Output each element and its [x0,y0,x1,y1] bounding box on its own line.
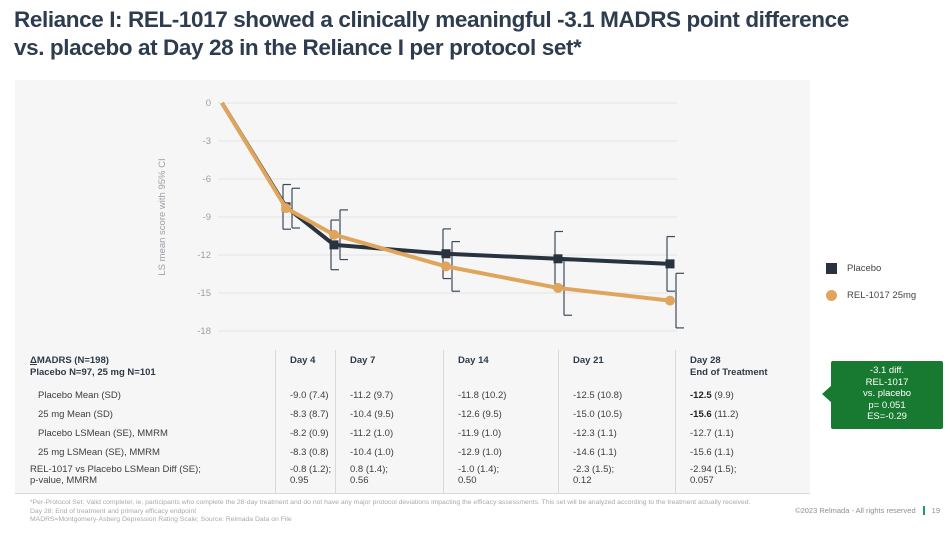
table-cell: -10.4 (1.0) [335,442,443,461]
chart-legend: Placebo REL-1017 25mg [826,263,916,301]
callout-line: -3.1 diff. [869,365,905,376]
row-label: REL-1017 vs Placebo LSMean Diff (SE); p-v… [30,464,201,486]
circle-marker-icon [329,229,339,240]
column-header: Day 4 [275,350,335,385]
footer-separator [922,506,925,515]
table-row: 25 mg Mean (SD) -8.3 (8.7) -10.4 (9.5) -12.… [30,404,795,423]
y-tick-label: 0 [206,98,211,109]
table-cell: -11.8 (10.2) [443,385,558,404]
row-label: Placebo LSMean (SE), MMRM [38,428,168,439]
circle-marker-icon [441,261,451,272]
legend-label: REL-1017 25mg [847,290,917,301]
table-cell: -0.8 (1.2); 0.95 [275,461,335,493]
row-label: 25 mg Mean (SD) [38,409,113,420]
table-cell: -8.3 (8.7) [275,404,335,423]
square-marker-icon [665,259,675,269]
table-row: Placebo LSMean (SE), MMRM -8.2 (0.9) -11.2… [30,423,795,442]
circle-swatch-icon [826,290,837,301]
table-cell: -14.6 (1.1) [558,442,675,461]
circle-marker-icon [281,203,291,214]
footnote-line: *Per-Protocol Set: Valid completer, ie, … [30,499,751,506]
result-callout: -3.1 diff. REL-1017 vs. placebo p= 0.051 ES=… [822,361,943,429]
footer: ©2023 Relmada - All rights reserved 19 [795,506,940,515]
table-cell: -2.3 (1.5); 0.12 [558,461,675,493]
table-cell: -11.2 (9.7) [335,385,443,404]
y-tick-label: -12 [197,250,211,261]
table-title: ΔMADRS (N=198) Placebo N=97, 25 mg N=101 [30,355,156,378]
table-row: REL-1017 vs Placebo LSMean Diff (SE); p-v… [30,461,795,493]
table-cell: -15.6 (1.1) [675,442,810,461]
series-placebo [220,101,675,269]
table-cell: -12.5 (9.9) [675,385,810,404]
row-label: 25 mg LSMean (SE), MMRM [38,447,160,458]
square-swatch-icon [826,263,837,274]
footnotes: *Per-Protocol Set: Valid completer, ie, … [30,499,840,525]
table-cell: -10.4 (9.5) [335,404,443,423]
footnote-line: MADRS=Montgomery-Asberg Depression Ratin… [30,516,292,524]
y-tick-label: -18 [197,326,211,337]
table-cell: -1.0 (1.4); 0.50 [443,461,558,493]
table-cell: 0.8 (1.4); 0.56 [335,461,443,493]
slide-title: Reliance I: REL-1017 showed a clinically… [14,7,849,60]
table-cell: -12.6 (9.5) [443,404,558,423]
column-header: Day 28 End of Treatment [675,350,810,385]
column-header: Day 14 [443,350,558,385]
table-cell: -8.3 (0.8) [275,442,335,461]
callout-left-arrow-icon [822,385,832,403]
footnote-line: Day 28: End of treatment and primary eff… [30,507,197,515]
callout-line: vs. placebo [862,388,912,400]
y-tick-label: -15 [197,288,211,299]
legend-label: Placebo [847,263,882,274]
table-cell: -8.2 (0.9) [275,423,335,442]
y-tick-label: -3 [203,136,211,147]
y-tick-label: -9 [203,212,211,223]
column-header: Day 21 [558,350,675,385]
table-cell: -15.6 (11.2) [675,404,810,423]
row-label: Placebo Mean (SD) [38,390,121,401]
copyright-text: ©2023 Relmada - All rights reserved [795,506,916,515]
table-header-row: ΔMADRS (N=198) Placebo N=97, 25 mg N=101 D… [30,350,795,385]
table-cell: -12.5 (10.8) [558,385,675,404]
table-cell: -12.7 (1.1) [675,423,810,442]
table-cell: -11.9 (1.0) [443,423,558,442]
circle-marker-icon [665,295,675,306]
table-cell: -11.2 (1.0) [335,423,443,442]
table-row: Placebo Mean (SD) -9.0 (7.4) -11.2 (9.7) -1… [30,385,795,404]
legend-item: REL-1017 25mg [826,290,916,301]
madrs-table: ΔMADRS (N=198) Placebo N=97, 25 mg N=101 D… [15,350,810,494]
error-bars-rel1017 [291,187,684,329]
circle-marker-icon [553,282,563,293]
y-axis-title: LS mean score with 95% CI [157,158,168,275]
madrs-line-chart: 0 -3 -6 -9 -12 -15 -18 LS mean score with 95% C… [157,98,684,337]
table-cell: -15.0 (10.5) [558,404,675,423]
content-panel: 0 -3 -6 -9 -12 -15 -18 LS mean score with 95% C… [15,80,810,494]
callout-text: -3.1 diff. REL-1017 vs. placebo p= 0.051 ES=… [833,365,941,423]
callout-line: p= 0.051 [868,399,906,411]
legend-item: Placebo [826,263,916,274]
callout-line: ES=-0.29 [867,411,907,423]
table-cell: -12.3 (1.1) [558,423,675,442]
square-marker-icon [553,254,563,264]
square-marker-icon [329,240,339,250]
table-cell: -12.9 (1.0) [443,442,558,461]
series-rel1017-25mg [220,101,675,306]
column-header: Day 7 [335,350,443,385]
square-marker-icon [441,249,451,259]
y-tick-label: -6 [203,174,211,185]
table-row: 25 mg LSMean (SE), MMRM -8.3 (0.8) -10.4 (… [30,442,795,461]
callout-line: REL-1017 [865,376,909,388]
table-cell: -9.0 (7.4) [275,385,335,404]
gridlines: 0 -3 -6 -9 -12 -15 -18 [197,98,677,337]
table-cell: -2.94 (1.5); 0.057 [675,461,810,493]
page-number: 19 [931,506,940,515]
